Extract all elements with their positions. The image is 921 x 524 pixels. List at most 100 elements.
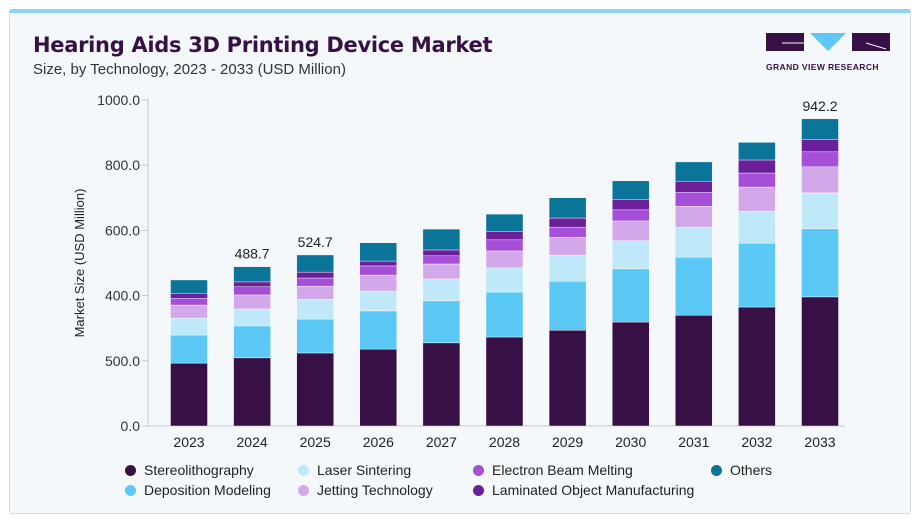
bar-segment (675, 314, 713, 427)
bar-segment (485, 336, 524, 427)
bar-segment (548, 254, 587, 282)
legend-swatch (125, 484, 136, 496)
bar-segment (170, 304, 208, 319)
bar-segment (296, 271, 334, 279)
legend-item: Others (711, 462, 772, 478)
y-tick-label: 1000.0 (97, 92, 140, 108)
bar-segment (422, 342, 461, 427)
bar-segment (359, 265, 397, 276)
logo-mark-icon (766, 33, 890, 51)
bar-segment (675, 161, 713, 182)
bar-segment (170, 317, 208, 336)
x-tick-label: 2023 (173, 434, 204, 450)
bar-segment (801, 118, 839, 140)
bar-segment (170, 293, 208, 299)
bar-segment (548, 281, 587, 331)
bar-segment (359, 290, 397, 312)
x-tick-label: 2028 (489, 434, 520, 450)
x-tick-label: 2025 (300, 434, 331, 450)
legend-label: Laser Sintering (317, 462, 412, 478)
grand-view-research-logo: GRAND VIEW RESEARCH (766, 33, 890, 72)
bar-segment (359, 260, 397, 267)
bar-segment (801, 166, 839, 194)
logo-text: GRAND VIEW RESEARCH (766, 62, 879, 72)
bar-segment (296, 277, 334, 287)
y-tick-label: 0.0 (121, 418, 141, 434)
legend-swatch (125, 464, 136, 476)
bar-segment (485, 267, 524, 293)
bar-segment (233, 294, 271, 310)
bar-segment (801, 151, 839, 168)
bar-segment (296, 254, 334, 273)
bar-segment (801, 296, 839, 427)
bar-segment (675, 256, 713, 316)
chart-subtitle: Size, by Technology, 2023 - 2033 (USD Mi… (33, 61, 346, 78)
bar-segment (612, 209, 650, 222)
bar-segment (359, 310, 397, 350)
bar-segment (612, 220, 650, 242)
bar-segment (548, 197, 587, 219)
bar-segment (675, 192, 713, 207)
bar-segment (422, 263, 461, 280)
legend-label: Others (730, 462, 773, 478)
bar-segment (233, 308, 271, 327)
x-tick-label: 2026 (363, 434, 394, 450)
bar-segment (801, 139, 839, 153)
bar-segment (675, 206, 713, 228)
legend-item: Electron Beam Melting (473, 462, 633, 478)
y-tick-label: 600.0 (105, 222, 140, 238)
bar-segment (548, 237, 587, 256)
bar-segment (738, 159, 776, 174)
bar-segment (801, 192, 839, 229)
bar-segment (738, 186, 776, 212)
x-tick-label: 2031 (678, 434, 709, 450)
bar-segment (233, 357, 271, 427)
bar-segment (738, 142, 776, 161)
bar-segment (359, 242, 397, 262)
legend-swatch (473, 464, 484, 476)
bar-segment (675, 226, 713, 258)
bar-segment (359, 274, 397, 292)
y-tick-label: 400.0 (105, 288, 140, 304)
x-tick-label: 2032 (741, 434, 772, 450)
bar-segment (296, 318, 334, 354)
bar-segment (548, 217, 587, 228)
y-axis-label: Market Size (USD Million) (72, 189, 87, 338)
bar-segment (612, 321, 650, 427)
bar-segment (296, 352, 334, 427)
bar-segment (612, 180, 650, 200)
bar-segment (170, 298, 208, 306)
y-tick-label: 500.0 (105, 353, 140, 369)
bar-segment (738, 172, 776, 188)
legend-swatch (298, 484, 309, 496)
bar-segment (485, 291, 524, 338)
bar-segment (485, 231, 524, 241)
legend-label: Stereolithography (144, 462, 254, 478)
bar-segment (675, 180, 713, 193)
bar-segment (612, 268, 650, 323)
bar-segment (170, 362, 208, 427)
legend-label: Jetting Technology (317, 482, 433, 498)
data-label: 524.7 (298, 234, 333, 250)
legend-swatch (711, 464, 722, 476)
bar-segment (422, 300, 461, 344)
bar-segment (548, 329, 587, 427)
legend-item: Stereolithography (125, 462, 254, 478)
x-tick-label: 2033 (804, 434, 835, 450)
bar-segment (485, 250, 524, 269)
bar-segment (422, 228, 461, 251)
bar-segment (422, 278, 461, 302)
legend-swatch (298, 464, 309, 476)
bar-segment (233, 325, 271, 359)
bar-segment (612, 199, 650, 211)
bar-segment (233, 266, 271, 283)
bar-segment (233, 286, 271, 296)
bar-segment (612, 240, 650, 270)
bar-segment (548, 226, 587, 238)
legend-label: Electron Beam Melting (492, 462, 633, 478)
legend-item: Deposition Modeling (125, 482, 271, 498)
data-label: 942.2 (802, 98, 837, 114)
y-tick-label: 800.0 (105, 157, 140, 173)
x-tick-label: 2030 (615, 434, 646, 450)
